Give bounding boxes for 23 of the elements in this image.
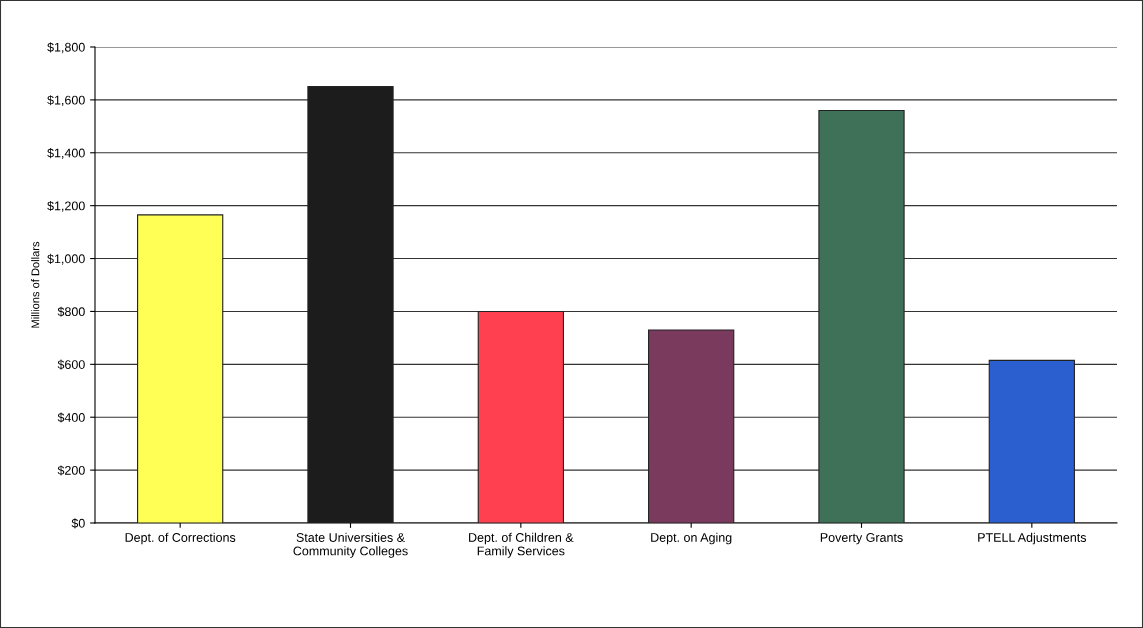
bar <box>988 359 1075 523</box>
y-tick-label: $1,600 <box>47 95 85 107</box>
x-tick-label: Dept. of Children & Family Services <box>469 532 574 558</box>
y-tick-label: $600 <box>57 359 85 370</box>
bar <box>137 214 224 523</box>
x-tick-label: State Universities & Community Colleges <box>293 532 408 558</box>
y-tick-label: $400 <box>57 412 85 423</box>
y-tick-label: $0 <box>71 518 85 529</box>
y-tick-label: $1,000 <box>47 253 85 265</box>
y-tick-label: $800 <box>57 306 85 317</box>
y-tick-label: $200 <box>57 465 85 476</box>
x-tick-label: PTELL Adjustments <box>978 532 1087 545</box>
bar <box>648 329 735 523</box>
x-tick-label: Poverty Grants <box>820 533 903 545</box>
y-axis-title: Millions of Dollars <box>31 241 40 328</box>
y-tick-label: $1,800 <box>47 42 85 54</box>
y-tick-label: $1,400 <box>47 148 85 159</box>
x-tick-label: Dept. on Aging <box>651 532 732 545</box>
bar <box>818 109 905 523</box>
bar <box>307 86 394 523</box>
x-tick-label: Dept. of Corrections <box>125 532 236 545</box>
bar <box>477 310 564 523</box>
y-tick-label: $1,200 <box>47 200 85 212</box>
